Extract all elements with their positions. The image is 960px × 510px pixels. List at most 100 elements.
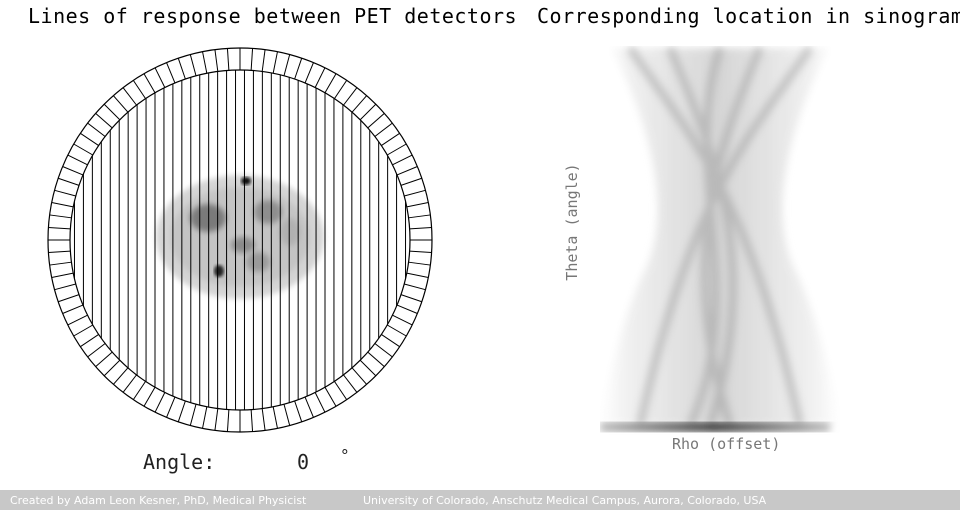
detector-segment (190, 404, 196, 425)
detector-segment (68, 155, 88, 165)
detector-segment (295, 58, 302, 79)
footer-institution: University of Colorado, Anschutz Medical… (363, 494, 766, 507)
detector-segment (63, 305, 83, 313)
detector-segment (113, 96, 128, 113)
angle-value: 0 (297, 450, 309, 474)
detector-segment (88, 123, 105, 136)
detector-segment (190, 55, 196, 76)
detector-segment (295, 401, 302, 422)
detector-segment (404, 284, 425, 290)
detector-segment (410, 251, 432, 252)
pet-panel-title: Lines of response between PET detectors (28, 4, 517, 28)
pet-detector-ring-diagram (0, 40, 480, 440)
detector-segment (123, 88, 136, 105)
angle-caption: Angle: (143, 450, 215, 474)
detector-segment (262, 409, 265, 431)
detector-segment (343, 88, 356, 105)
detector-segment (80, 133, 98, 145)
detector-segment (178, 58, 185, 79)
detector-segment (407, 203, 429, 207)
detector-segment (273, 407, 277, 429)
detector-segment (52, 203, 74, 207)
detector-segment (215, 409, 218, 431)
detector-segment (401, 295, 422, 302)
detector-segment (113, 368, 128, 385)
detector-segment (74, 144, 93, 155)
detector-segment (375, 123, 392, 136)
detector-segment (251, 48, 252, 70)
detector-segment (144, 74, 155, 93)
detector-segment (251, 410, 252, 432)
detector-segment (352, 96, 367, 113)
detector-segment (63, 167, 83, 175)
detector-segment (284, 55, 290, 76)
detector-segment (305, 63, 313, 83)
detector-segment (410, 227, 432, 228)
detector-segment (397, 167, 417, 175)
detector-segment (52, 273, 74, 277)
detector-segment (409, 262, 431, 265)
detector-segment (284, 404, 290, 425)
pet-scan-image (156, 175, 324, 299)
detector-segment (392, 155, 412, 165)
detector-segment (325, 74, 336, 93)
detector-segment (96, 113, 113, 128)
detector-segment (48, 251, 70, 252)
detector-segment (407, 273, 429, 277)
detector-segment (96, 352, 113, 367)
detector-segment (404, 190, 425, 196)
detector-segment (167, 63, 175, 83)
detector-segment (315, 68, 325, 88)
theta-axis-label: Theta (angle) (563, 163, 581, 280)
footer-credit: Created by Adam Leon Kesner, PhD, Medica… (10, 494, 306, 507)
detector-segment (381, 133, 399, 145)
detector-segment (155, 68, 165, 88)
angle-unit: ° (340, 446, 350, 465)
detector-segment (343, 375, 356, 392)
sinogram-image (600, 46, 840, 436)
detector-segment (133, 80, 145, 98)
detector-segment (58, 295, 79, 302)
rho-axis-label: Rho (offset) (672, 435, 780, 453)
detector-segment (334, 80, 346, 98)
detector-segment (55, 190, 76, 196)
detector-segment (368, 352, 385, 367)
detector-segment (104, 104, 120, 120)
detector-segment (387, 144, 406, 155)
detector-segment (360, 104, 376, 120)
detector-segment (375, 343, 392, 356)
detector-segment (123, 375, 136, 392)
detector-segment (155, 392, 165, 412)
detector-segment (68, 315, 88, 325)
detector-segment (360, 360, 376, 376)
detector-segment (104, 360, 120, 376)
footer-bar: Created by Adam Leon Kesner, PhD, Medica… (0, 490, 960, 510)
detector-segment (215, 50, 218, 72)
detector-segment (203, 52, 207, 74)
detector-segment (352, 368, 367, 385)
detector-segment (178, 401, 185, 422)
detector-segment (74, 325, 93, 336)
detector-segment (144, 387, 155, 406)
detector-segment (50, 215, 72, 218)
sinogram-panel-title: Corresponding location in sinogram (537, 4, 960, 28)
detector-segment (325, 387, 336, 406)
detector-segment (227, 48, 228, 70)
detector-segment (273, 52, 277, 74)
detector-segment (203, 407, 207, 429)
detector-segment (58, 178, 79, 185)
detector-segment (167, 397, 175, 417)
detector-segment (55, 284, 76, 290)
detector-segment (401, 178, 422, 185)
detector-segment (305, 397, 313, 417)
detector-segment (80, 334, 98, 346)
detector-segment (368, 113, 385, 128)
detector-segment (397, 305, 417, 313)
detector-segment (50, 262, 72, 265)
detector-segment (334, 381, 346, 399)
detector-segment (133, 381, 145, 399)
detector-segment (227, 410, 228, 432)
detector-segment (262, 50, 265, 72)
detector-segment (381, 334, 399, 346)
detector-segment (392, 315, 412, 325)
